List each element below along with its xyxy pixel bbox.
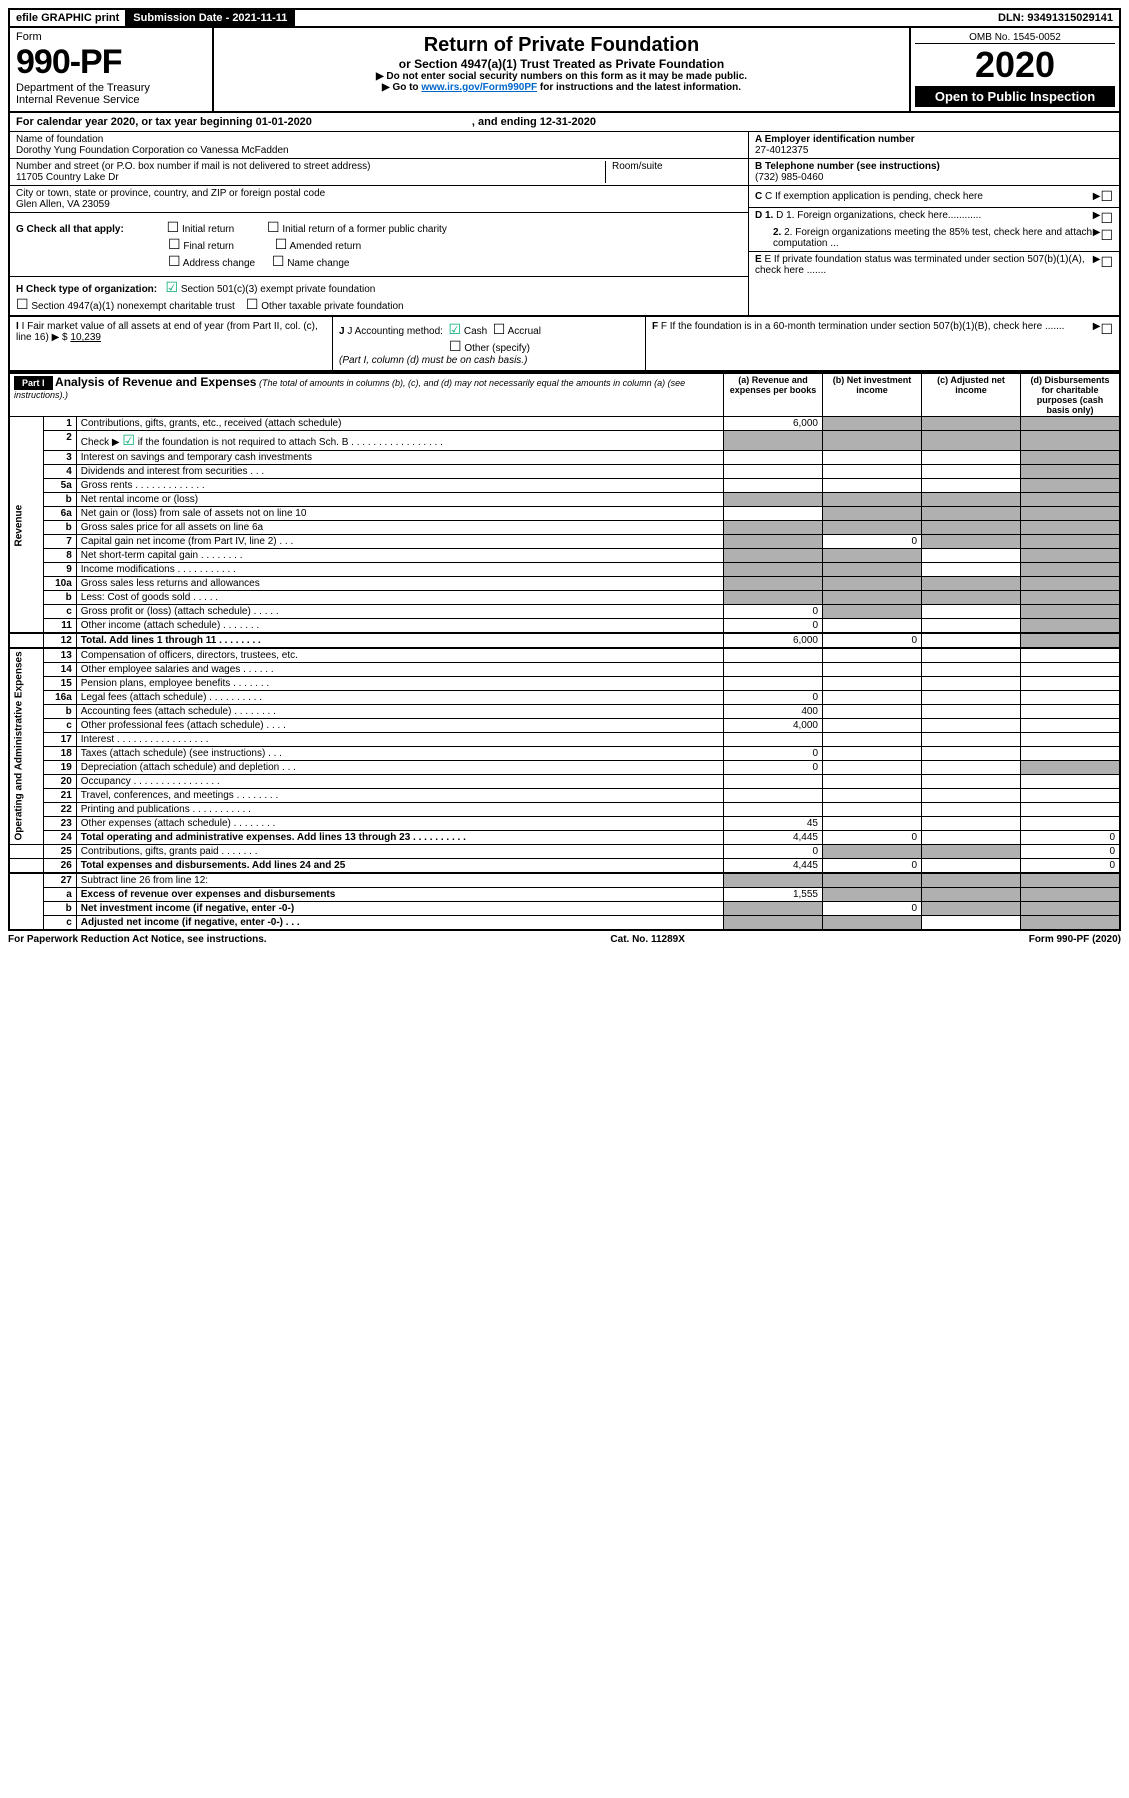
cat-no: Cat. No. 11289X xyxy=(610,934,684,945)
form-link[interactable]: www.irs.gov/Form990PF xyxy=(421,82,537,93)
chk-other-taxable[interactable] xyxy=(246,301,259,312)
chk-d2[interactable] xyxy=(1100,227,1113,249)
form-number: 990-PF xyxy=(16,43,206,82)
room-label: Room/suite xyxy=(605,161,742,183)
submission-date: Submission Date - 2021-11-11 xyxy=(127,10,295,26)
ein-label: A Employer identification number xyxy=(755,134,915,145)
tel-label: B Telephone number (see instructions) xyxy=(755,161,940,172)
tax-year: 2020 xyxy=(915,44,1115,86)
fmv-value: 10,239 xyxy=(70,332,101,343)
calendar-year-row: For calendar year 2020, or tax year begi… xyxy=(8,113,1121,132)
tel: (732) 985-0460 xyxy=(755,172,823,183)
chk-c[interactable] xyxy=(1100,188,1113,205)
i-j-f-row: I I Fair market value of all assets at e… xyxy=(8,317,1121,372)
form-ref: Form 990-PF (2020) xyxy=(1029,934,1121,945)
form-subtitle: or Section 4947(a)(1) Trust Treated as P… xyxy=(220,57,903,71)
pra-notice: For Paperwork Reduction Act Notice, see … xyxy=(8,934,267,945)
revenue-side: Revenue xyxy=(9,417,43,634)
open-inspection: Open to Public Inspection xyxy=(915,86,1115,107)
expenses-side: Operating and Administrative Expenses xyxy=(9,648,43,845)
identification-block: Name of foundation Dorothy Yung Foundati… xyxy=(8,132,1121,317)
form-word: Form xyxy=(16,31,206,43)
chk-4947[interactable] xyxy=(16,301,29,312)
chk-e[interactable] xyxy=(1100,254,1113,276)
chk-sch-b[interactable] xyxy=(122,437,135,448)
city-label: City or town, state or province, country… xyxy=(16,188,742,199)
part1-label: Part I xyxy=(14,376,53,390)
ein: 27-4012375 xyxy=(755,145,808,156)
efile-label: efile GRAPHIC print xyxy=(10,10,127,26)
chk-cash[interactable] xyxy=(449,326,462,337)
col-a: (a) Revenue and expenses per books xyxy=(724,373,823,417)
chk-accrual[interactable] xyxy=(493,326,506,337)
city: Glen Allen, VA 23059 xyxy=(16,199,742,210)
h-label: H Check type of organization: xyxy=(16,284,157,295)
col-c: (c) Adjusted net income xyxy=(922,373,1021,417)
chk-final-return[interactable] xyxy=(168,241,181,252)
footer: For Paperwork Reduction Act Notice, see … xyxy=(8,931,1121,945)
foundation-name: Dorothy Yung Foundation Corporation co V… xyxy=(16,145,742,156)
form-header: Form 990-PF Department of the Treasury I… xyxy=(8,28,1121,113)
chk-amended[interactable] xyxy=(275,241,288,252)
chk-initial-former[interactable] xyxy=(267,224,280,235)
chk-other-method[interactable] xyxy=(449,343,462,354)
chk-f[interactable] xyxy=(1100,321,1113,366)
name-label: Name of foundation xyxy=(16,134,742,145)
dept: Department of the Treasury xyxy=(16,82,206,94)
chk-address-change[interactable] xyxy=(168,258,181,269)
part1-table: Part I Analysis of Revenue and Expenses … xyxy=(8,372,1121,931)
col-b: (b) Net investment income xyxy=(823,373,922,417)
instruction-2: ▶ Go to www.irs.gov/Form990PF for instru… xyxy=(220,82,903,93)
form-title: Return of Private Foundation xyxy=(220,34,903,57)
instruction-1: ▶ Do not enter social security numbers o… xyxy=(220,71,903,82)
dln: DLN: 93491315029141 xyxy=(992,10,1119,26)
col-d: (d) Disbursements for charitable purpose… xyxy=(1021,373,1121,417)
address-label: Number and street (or P.O. box number if… xyxy=(16,161,605,172)
chk-d1[interactable] xyxy=(1100,210,1113,227)
omb: OMB No. 1545-0052 xyxy=(915,32,1115,44)
g-label: G Check all that apply: xyxy=(16,224,124,235)
efile-topbar: efile GRAPHIC print Submission Date - 20… xyxy=(8,8,1121,28)
chk-initial-return[interactable] xyxy=(167,224,180,235)
address: 11705 Country Lake Dr xyxy=(16,172,605,183)
chk-501c3[interactable] xyxy=(165,284,178,295)
irs: Internal Revenue Service xyxy=(16,94,206,106)
chk-name-change[interactable] xyxy=(272,258,285,269)
